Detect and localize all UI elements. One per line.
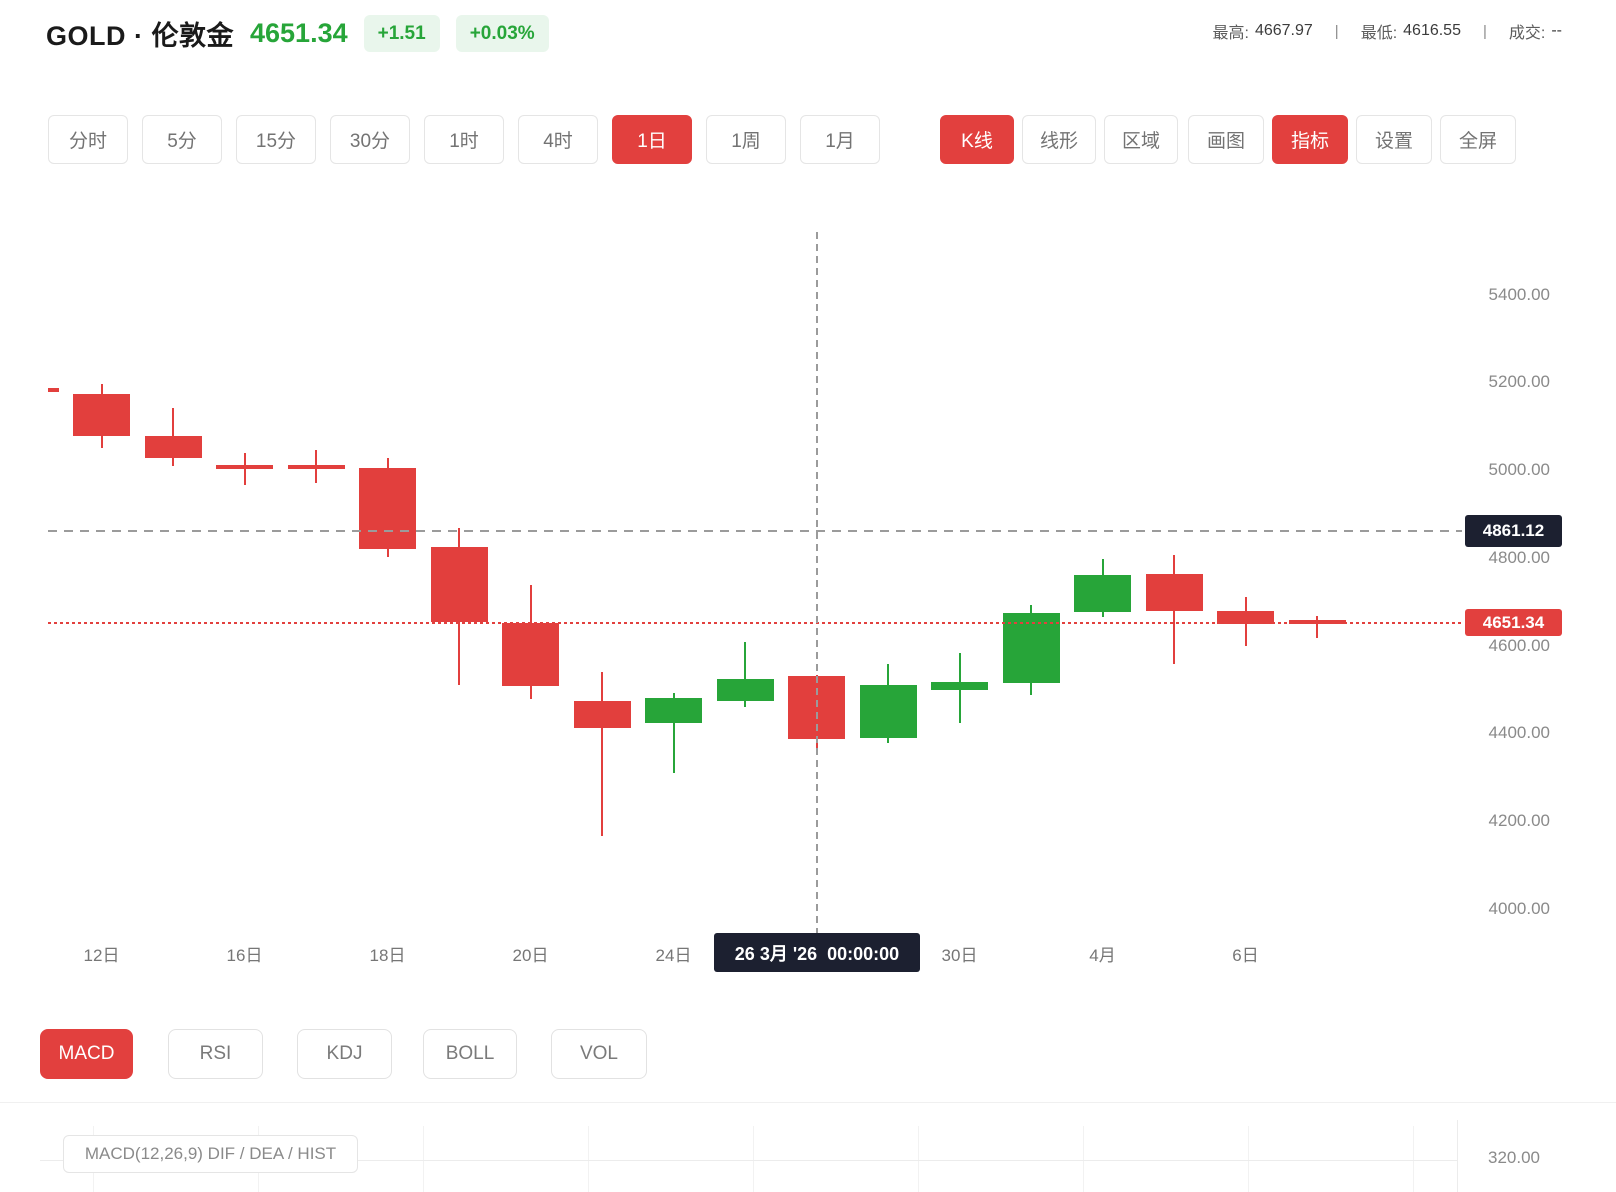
timeframe-button-0[interactable]: 分时	[48, 115, 128, 164]
candle-wick	[601, 671, 603, 837]
macd-vertical-gridline	[1413, 1126, 1414, 1192]
candle-body	[359, 467, 416, 550]
indicator-tab-rsi[interactable]: RSI	[168, 1029, 263, 1079]
candle-body	[1217, 610, 1274, 624]
macd-vertical-gridline	[588, 1126, 589, 1192]
chart-type-button-1[interactable]: 线形	[1022, 115, 1096, 164]
current-price-line	[48, 622, 1462, 625]
candle-body	[1145, 574, 1203, 611]
indicator-tab-boll[interactable]: BOLL	[423, 1029, 517, 1079]
x-axis-label: 16日	[226, 946, 263, 965]
y-axis-label: 4800.00	[1488, 547, 1550, 567]
timeframe-button-1[interactable]: 5分	[142, 115, 222, 164]
macd-panel-separator	[0, 1102, 1616, 1103]
candle-body	[931, 681, 988, 690]
current-price: 4651.34	[250, 17, 348, 48]
macd-y-axis-label: 320.00	[1488, 1148, 1540, 1167]
tool-button-3[interactable]: 全屏	[1440, 115, 1516, 164]
candle-wick	[744, 642, 746, 707]
candle-body	[430, 546, 488, 622]
crosshair-horizontal-line	[48, 530, 1462, 532]
last-price-badge: 4651.34	[1465, 609, 1562, 636]
macd-vertical-gridline	[1083, 1126, 1084, 1192]
x-axis-label: 12日	[83, 946, 120, 965]
tool-button-0[interactable]: 画图	[1188, 115, 1264, 164]
y-axis-label: 4400.00	[1488, 723, 1550, 743]
symbol-title: GOLD · 伦敦金	[46, 20, 234, 51]
y-axis-label: 5000.00	[1488, 460, 1550, 480]
candle-body	[1002, 613, 1060, 684]
x-axis-label: 18日	[369, 946, 406, 965]
header: GOLD · 伦敦金 4651.34 +1.51 +0.03%	[46, 10, 549, 56]
candle-body	[287, 464, 345, 469]
crosshair-vertical-line	[815, 232, 818, 933]
x-axis-label: 30日	[941, 946, 978, 965]
timeframe-button-6[interactable]: 1日	[612, 115, 692, 164]
candle-body	[73, 394, 130, 436]
macd-axis-line	[1457, 1120, 1458, 1192]
y-axis-label: 4600.00	[1488, 635, 1550, 655]
indicator-tab-macd[interactable]: MACD	[40, 1029, 133, 1079]
indicator-tab-kdj[interactable]: KDJ	[297, 1029, 392, 1079]
macd-vertical-gridline	[423, 1126, 424, 1192]
low-label: 最低:	[1360, 25, 1398, 42]
candle-body	[859, 684, 917, 739]
macd-settings-label: MACD(12,26,9) DIF / DEA / HIST	[63, 1135, 358, 1173]
x-axis-label: 6日	[1232, 946, 1259, 965]
crosshair-price-badge: 4861.12	[1465, 515, 1562, 547]
timeframe-button-7[interactable]: 1周	[706, 115, 786, 164]
price-change-pct-badge: +0.03%	[455, 14, 549, 52]
chart-type-button-0[interactable]: K线	[940, 115, 1014, 164]
y-axis-label: 5400.00	[1488, 284, 1550, 304]
timeframe-button-3[interactable]: 30分	[330, 115, 410, 164]
volume-label: 成交:	[1508, 25, 1546, 42]
x-axis-label: 24日	[655, 946, 692, 965]
candle-body	[716, 678, 774, 701]
high-label: 最高:	[1212, 25, 1249, 42]
y-axis-label: 4000.00	[1488, 898, 1550, 918]
candle-body	[216, 464, 273, 469]
macd-vertical-gridline	[918, 1126, 919, 1192]
crosshair-time-badge: 26 3月 '26 00:00:00	[714, 933, 920, 972]
x-axis-label: 20日	[512, 946, 549, 965]
tool-button-1[interactable]: 指标	[1272, 115, 1348, 164]
candle-wick	[672, 692, 675, 774]
stats-divider: |	[1482, 22, 1487, 40]
header-stats: 最高: 4667.97 | 最低: 4616.55 | 成交: --	[1212, 18, 1562, 44]
chart-type-button-2[interactable]: 区域	[1104, 115, 1178, 164]
timeframe-button-2[interactable]: 15分	[236, 115, 316, 164]
timeframe-button-5[interactable]: 4时	[518, 115, 598, 164]
candle-body	[48, 388, 59, 393]
x-axis-label: 4月	[1089, 946, 1116, 965]
volume-value: --	[1551, 22, 1562, 39]
timeframe-button-8[interactable]: 1月	[800, 115, 880, 164]
candle-body	[1288, 619, 1346, 624]
macd-vertical-gridline	[753, 1126, 754, 1192]
price-change-badge: +1.51	[363, 14, 440, 52]
high-value: 4667.97	[1254, 22, 1313, 39]
candle-wick	[243, 452, 246, 485]
macd-vertical-gridline	[1248, 1126, 1249, 1192]
low-value: 4616.55	[1403, 22, 1461, 39]
timeframe-button-4[interactable]: 1时	[424, 115, 504, 164]
y-axis-label: 4200.00	[1488, 811, 1550, 830]
candlestick-plot[interactable]	[48, 222, 1462, 933]
candle-body	[1074, 574, 1131, 613]
candle-body	[573, 700, 631, 728]
y-axis-label: 5200.00	[1488, 372, 1550, 392]
stats-divider: |	[1334, 22, 1339, 40]
indicator-tab-vol[interactable]: VOL	[551, 1029, 647, 1079]
candle-body	[144, 435, 202, 458]
candle-body	[645, 698, 702, 724]
candle-wick	[1316, 615, 1318, 639]
tool-button-2[interactable]: 设置	[1356, 115, 1432, 164]
macd-horizontal-gridline	[40, 1160, 1457, 1161]
candle-body	[502, 623, 559, 686]
